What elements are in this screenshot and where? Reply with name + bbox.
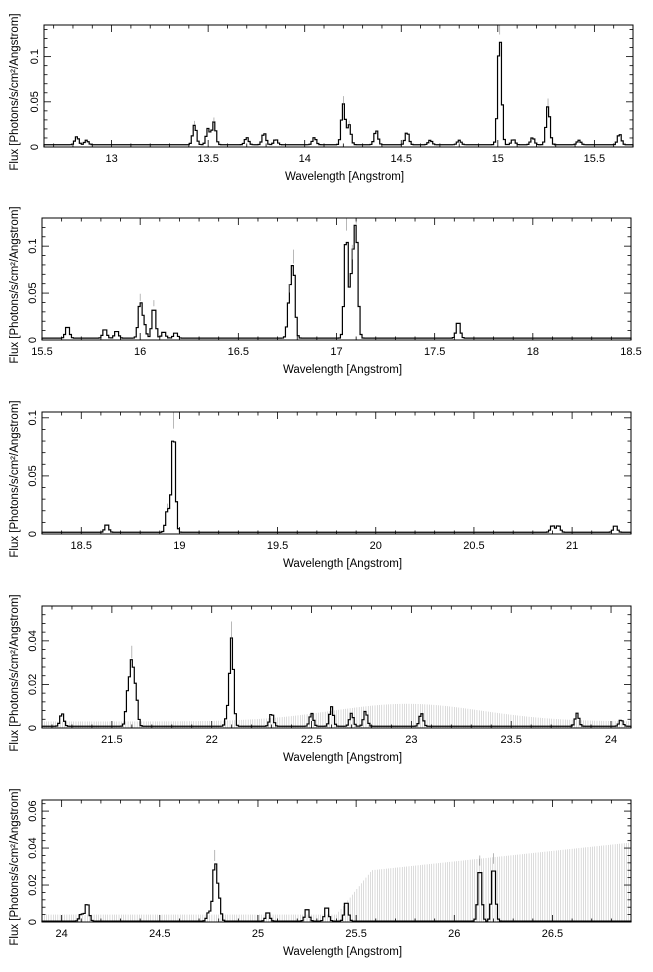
x-tick-label: 21 (566, 540, 578, 552)
y-tick-label: 0.05 (27, 465, 39, 486)
x-tick-label: 19.5 (267, 540, 288, 552)
y-tick-label: 0.02 (27, 674, 39, 695)
y-tick-label: 0.1 (27, 410, 39, 425)
y-tick-label: 0 (27, 919, 39, 925)
y-tick-label: 0.05 (29, 91, 41, 112)
y-tick-label: 0 (27, 531, 39, 537)
x-axis-label: Wavelength [Angstrom] (283, 558, 402, 570)
x-tick-label: 25 (252, 928, 264, 940)
x-tick-label: 26 (448, 928, 460, 940)
x-tick-label: 14 (299, 153, 311, 165)
x-tick-label: 23 (405, 734, 417, 746)
x-tick-label: 18.5 (71, 540, 92, 552)
x-tick-label: 17 (330, 346, 342, 358)
x-tick-label: 25.5 (345, 928, 366, 940)
x-tick-label: 18 (527, 346, 539, 358)
error-bars (41, 842, 632, 922)
spectrum-panel-2: 15.5 16 16.5 17 17.5 18 18.5 0 0.05 0.1 Wavelength… (9, 206, 642, 376)
x-tick-label: 24.5 (149, 928, 170, 940)
spectrum-panel-4: 21.5 22 22.5 23 23.5 24 0 0.02 0.04 Wavelength [A… (9, 594, 632, 764)
y-tick-label: 0.04 (27, 630, 39, 651)
spectrum-series (41, 863, 632, 922)
x-tick-label: 26.5 (542, 928, 563, 940)
y-axis-label: Flux [Photons/s/cm²/Angstrom] (9, 594, 21, 751)
y-tick-label: 0 (29, 144, 41, 150)
plot-frame (41, 217, 632, 341)
y-axis-label: Flux [Photons/s/cm²/Angstrom] (9, 13, 21, 170)
y-tick-label: 0.04 (27, 837, 39, 858)
spectrum-series (41, 440, 632, 534)
x-axis-label: Wavelength [Angstrom] (285, 171, 404, 183)
x-tick-label: 16 (134, 346, 146, 358)
y-tick-label: 0.06 (27, 800, 39, 821)
spectrum-panel-5: 24 24.5 25 25.5 26 26.5 0 0.02 0.04 0.06 Wavelengt… (9, 788, 632, 958)
y-axis-label: Flux [Photons/s/cm²/Angstrom] (9, 206, 21, 363)
x-tick-label: 20 (370, 540, 382, 552)
x-axis-label: Wavelength [Angstrom] (283, 946, 402, 958)
x-tick-label: 22 (206, 734, 218, 746)
y-tick-label: 0 (27, 337, 39, 343)
x-tick-label: 13 (105, 153, 117, 165)
y-tick-label: 0.02 (27, 874, 39, 895)
x-tick-label: 24 (605, 734, 617, 746)
spectrum-panel-3: 18.5 19 19.5 20 20.5 21 0 0.05 0.1 Wavelength [An… (9, 400, 632, 570)
spectrum-panel-1: 13 13.5 14 14.5 15 15.5 0 0.05 0.1 Wavelength [An… (9, 13, 634, 183)
x-tick-label: 21.5 (101, 734, 122, 746)
x-tick-label: 15 (492, 153, 504, 165)
spectrum-series (41, 224, 632, 340)
x-tick-label: 22.5 (301, 734, 322, 746)
x-tick-label: 13.5 (197, 153, 218, 165)
x-tick-label: 20.5 (463, 540, 484, 552)
y-tick-label: 0.1 (27, 239, 39, 254)
x-tick-label: 14.5 (391, 153, 412, 165)
y-tick-label: 0.05 (27, 282, 39, 303)
y-tick-label: 0 (27, 725, 39, 731)
spectrum-series (43, 41, 634, 147)
spectrum-series (41, 637, 632, 728)
y-tick-label: 0.1 (29, 49, 41, 64)
x-tick-label: 15.5 (584, 153, 605, 165)
y-axis-label: Flux [Photons/s/cm²/Angstrom] (9, 788, 21, 945)
x-tick-label: 23.5 (500, 734, 521, 746)
plot-frame (43, 24, 634, 148)
x-tick-label: 16.5 (228, 346, 249, 358)
x-axis-label: Wavelength [Angstrom] (283, 752, 402, 764)
y-axis-label: Flux [Photons/s/cm²/Angstrom] (9, 400, 21, 557)
plot-frame (41, 411, 632, 535)
x-tick-label: 19 (173, 540, 185, 552)
x-tick-label: 17.5 (424, 346, 445, 358)
x-tick-label: 24 (56, 928, 68, 940)
x-tick-label: 15.5 (31, 346, 52, 358)
x-axis-label: Wavelength [Angstrom] (283, 364, 402, 376)
x-tick-label: 18.5 (620, 346, 641, 358)
